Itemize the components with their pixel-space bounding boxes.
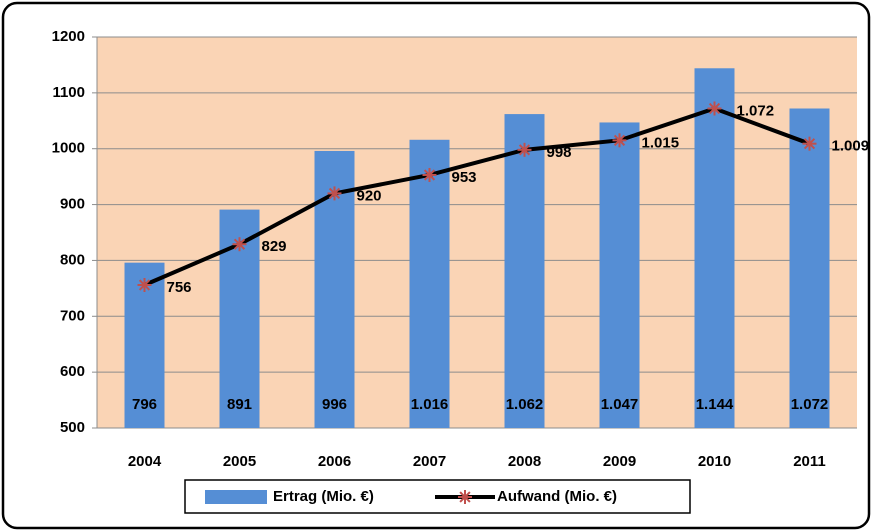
line-value-label: 953: [452, 169, 477, 186]
bar-value-label: 1.072: [791, 396, 829, 413]
bar: [599, 122, 640, 428]
bar-value-label: 1.016: [411, 396, 449, 413]
x-tick-label: 2008: [508, 453, 541, 470]
bar-value-label: 1.062: [506, 396, 544, 413]
line-value-label: 829: [262, 238, 287, 255]
y-tick-label: 600: [60, 363, 85, 380]
x-tick-label: 2006: [318, 453, 351, 470]
x-tick-label: 2005: [223, 453, 256, 470]
y-tick-label: 1200: [52, 28, 85, 45]
x-tick-label: 2007: [413, 453, 446, 470]
y-tick-label: 700: [60, 307, 85, 324]
line: [143, 106, 811, 287]
legend-label: Ertrag (Mio. €): [273, 488, 374, 505]
line-value-label: 756: [167, 279, 192, 296]
y-tick-label: 900: [60, 196, 85, 213]
bar-value-label: 1.144: [696, 396, 734, 413]
bar: [504, 114, 545, 428]
bar-value-label: 1.047: [601, 396, 639, 413]
y-tick-label: 800: [60, 251, 85, 268]
y-tick-label: 1100: [52, 84, 85, 101]
line-value-label: 1.015: [642, 134, 680, 151]
legend-label: Aufwand (Mio. €): [497, 488, 617, 505]
bar-value-label: 891: [227, 396, 252, 413]
x-tick-label: 2011: [793, 453, 826, 470]
bar-value-label: 796: [132, 396, 157, 413]
bar: [409, 139, 450, 428]
bar-value-label: 996: [322, 396, 347, 413]
plot-area: [97, 37, 857, 428]
line-value-label: 998: [547, 144, 572, 161]
legend-swatch: [205, 490, 267, 504]
x-tick-label: 2004: [128, 453, 162, 470]
x-tick-label: 2010: [698, 453, 731, 470]
x-tick-label: 2009: [603, 453, 636, 470]
bar: [789, 108, 830, 429]
line-value-label: 920: [357, 187, 382, 204]
y-tick-label: 1000: [52, 140, 85, 157]
y-tick-label: 500: [60, 419, 85, 436]
line-value-label: 1.009: [832, 138, 870, 155]
line-value-label: 1.072: [737, 102, 775, 119]
bar: [694, 68, 735, 428]
